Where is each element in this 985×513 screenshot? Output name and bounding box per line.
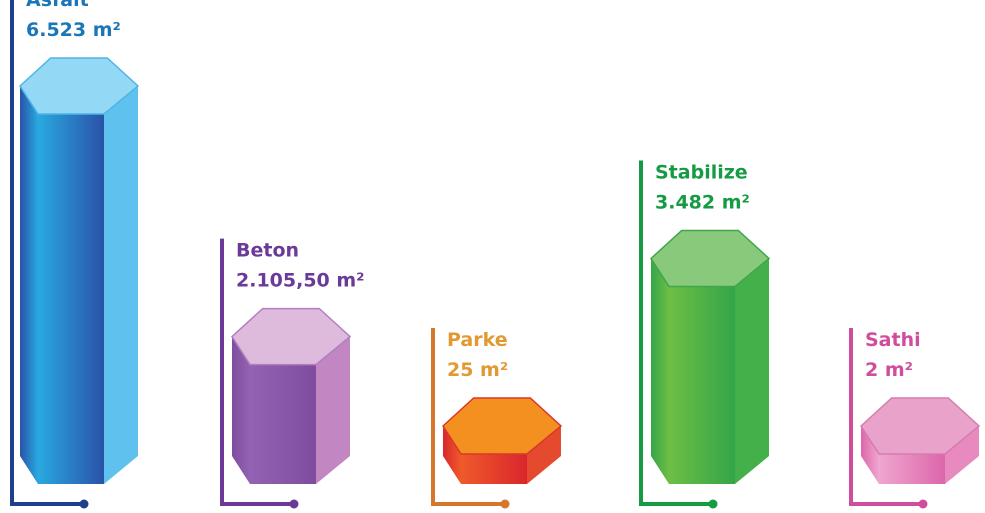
axis-marker-dot [80,500,89,509]
bar-front-face [669,286,735,484]
bar-sathi: Sathi 2 m² [851,328,979,509]
category-label: Beton [236,240,299,262]
bar-front-face [879,454,945,484]
bar-front-face [38,114,104,484]
bar-front-face [250,365,316,484]
category-label: Asfalt [26,0,89,11]
bar-beton: Beton 2.105,50 m² [222,239,365,509]
value-label: 6.523 m² [26,19,121,41]
bar-right-face [735,258,769,484]
category-label: Parke [447,329,508,351]
value-label: 2 m² [865,359,913,381]
axis-marker-dot [501,500,510,509]
value-label: 2.105,50 m² [236,270,365,292]
bar-asfalt: Asfalt 6.523 m² [12,0,138,509]
category-label: Stabilize [655,161,748,183]
value-label: 25 m² [447,359,508,381]
category-label: Sathi [865,329,921,351]
bar-front-face [461,454,527,484]
axis-marker-dot [290,500,299,509]
value-label: 3.482 m² [655,191,750,213]
bar-left-face [20,86,38,484]
bar-right-face [104,86,138,484]
axis-marker-dot [919,500,928,509]
bar-left-face [651,258,669,484]
bar-parke: Parke 25 m² [433,328,561,509]
bar-stabilize: Stabilize 3.482 m² [641,160,769,508]
axis-marker-dot [709,500,718,509]
